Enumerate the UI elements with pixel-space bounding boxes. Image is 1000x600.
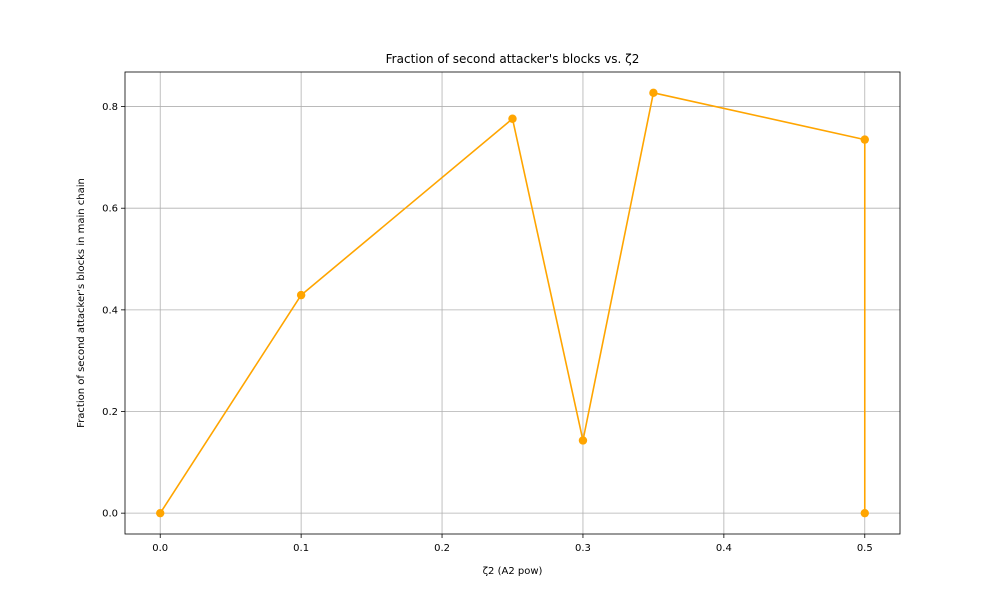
data-point: [860, 135, 869, 144]
y-tick-label: 0.6: [102, 204, 118, 215]
x-tick-label: 0.2: [434, 543, 450, 554]
y-tick-label: 0.0: [102, 509, 118, 520]
plot-frame: [124, 71, 901, 535]
chart-title: Fraction of second attacker's blocks vs.…: [386, 52, 640, 66]
y-tick-label: 0.8: [102, 102, 118, 113]
x-tick-label: 0.3: [575, 543, 591, 554]
y-tick-label: 0.4: [102, 305, 118, 316]
data-point: [578, 436, 588, 445]
y-axis: 0.0 0.2 0.4 0.6 0.8: [102, 102, 125, 520]
x-tick-label: 0.1: [293, 543, 309, 554]
data-point: [156, 508, 165, 518]
x-tick-label: 0.0: [152, 543, 168, 554]
data-point: [296, 290, 306, 300]
series-line: [159, 92, 866, 514]
y-axis-label: Fraction of second attacker's blocks in …: [76, 178, 87, 428]
series-layer: [156, 88, 869, 518]
x-axis: 0.0 0.1 0.2 0.3 0.4 0.5: [152, 534, 873, 554]
x-tick-label: 0.4: [716, 543, 732, 554]
grid: [125, 72, 900, 534]
data-point: [649, 88, 658, 98]
y-tick-label: 0.2: [102, 407, 118, 418]
x-axis-label: ζ2 (A2 pow): [483, 566, 543, 577]
data-point: [860, 508, 869, 518]
x-tick-label: 0.5: [857, 543, 873, 554]
data-point: [508, 114, 517, 123]
